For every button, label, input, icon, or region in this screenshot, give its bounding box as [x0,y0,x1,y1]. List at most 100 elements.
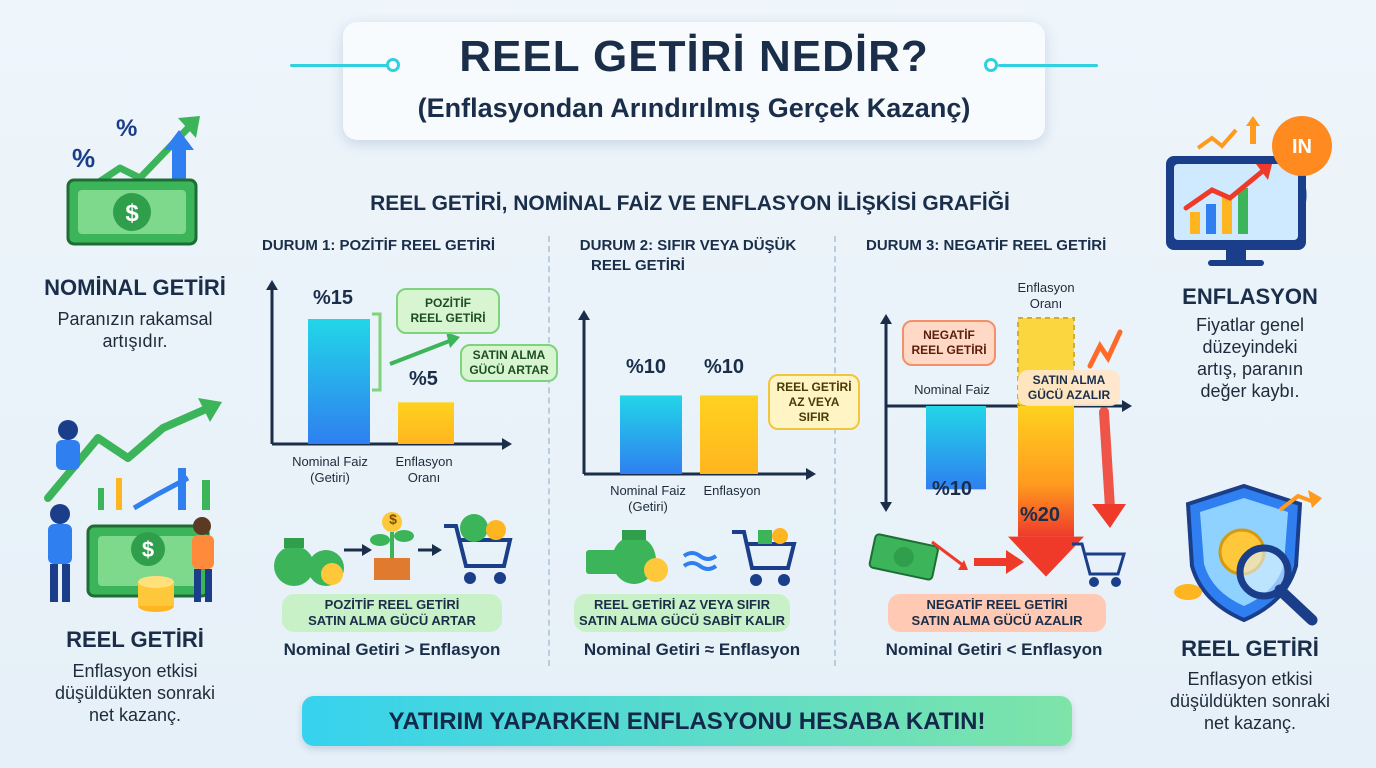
case3-callout-power-line1: SATIN ALMA [1032,373,1106,387]
case3-chart [880,314,1132,577]
case1-callout-power: SATIN ALMA GÜCÜ ARTAR [460,344,558,382]
real-text-left-1: Enflasyon etkisi [72,661,198,681]
dollar-sign-icon: $ [125,200,139,227]
real-text-left-2: düşüldükten sonraki [54,683,216,703]
decor-dot-right [984,58,998,72]
footer-banner-text: YATIRIM YAPARKEN ENFLASYONU HESABA KATIN… [388,708,986,735]
nominal-title: NOMİNAL GETİRİ [44,275,226,300]
divider-1 [548,236,550,666]
inflation-text-4: değer kaybı. [1200,381,1300,401]
case1-value-nominal: %15 [313,287,354,309]
nominal-money-growth-icon [66,116,200,246]
people-growth-chart-icon [44,398,222,612]
case2-money-cart-icons [586,528,797,586]
page-title: REEL GETİRİ NEDİR? [459,32,929,81]
case2-callout-line2: AZ VEYA [788,394,840,409]
case3-banner [888,594,1106,632]
case3-inflation-arrowhead [1008,536,1084,577]
case1-value-inflation: %5 [409,368,438,390]
case3-label-nominal: Nominal Faiz [914,382,990,397]
nominal-text-2: artışıdır. [102,331,168,351]
case1-xlabel-nominal-line1: Nominal Faiz [292,454,368,469]
case3-label-inflation: Enflasyon Oranı [1000,280,1092,312]
case2-value-inflation: %10 [704,356,745,378]
decor-line-right [998,64,1098,67]
case3-money-cart-icons [868,533,1127,587]
real-title-right: REEL GETİRİ [1181,636,1319,661]
case3-callout-negative-line2: REEL GETİRİ [911,343,987,357]
percent-icon-2: % [116,115,138,142]
case1-xlabel-inflation: Enflasyon Oranı [378,454,470,486]
case2-title-line2: REEL GETİRİ [591,257,685,274]
title-card [343,22,1045,140]
case3-bar-nominal [926,406,986,490]
decor-dot-left [386,58,400,72]
case2-bar-nominal [620,395,682,474]
case3-value-nominal: %10 [932,478,973,500]
case3-label-inflation-line1: Enflasyon [1017,280,1075,295]
case1-banner [282,594,502,632]
case1-banner-line1: POZİTİF REEL GETİRİ [324,597,460,612]
case3-bar-inflation [1018,406,1074,537]
nominal-text-1: Paranızın rakamsal [57,309,213,329]
real-text-right-3: net kazanç. [1203,713,1297,733]
real-text-right-1: Enflasyon etkisi [1187,669,1313,689]
shield-magnifier-icon [1174,483,1322,626]
case2-value-nominal: %10 [626,356,667,378]
case2-banner-line2: SATIN ALMA GÜCÜ SABİT KALIR [578,613,786,628]
case1-xlabel-inflation-line1: Enflasyon [395,454,453,469]
case1-coin-sign: $ [389,511,397,527]
case1-bar-nominal [308,319,370,444]
case3-callout-negative-line1: NEGATİF [923,328,975,342]
inflation-text-2: düzeyindeki [1202,337,1298,357]
case1-callout-positive-line2: REEL GETİRİ [410,311,486,325]
case2-callout: REEL GETİRİ AZ VEYA SIFIR [768,374,860,430]
footer-banner [302,696,1072,746]
case2-formula: Nominal Getiri ≈ Enflasyon [583,640,801,659]
case2-xlabel-nominal-line2: (Getiri) [628,499,668,514]
case3-banner-line2: SATIN ALMA GÜCÜ AZALIR [911,613,1083,628]
case1-chart [266,280,512,450]
dollar-sign-icon-2: $ [141,537,155,562]
case3-banner-line1: NEGATİF REEL GETİRİ [926,597,1068,612]
percent-icon: % [72,143,96,173]
case1-xlabel-nominal-line2: (Getiri) [310,470,350,485]
case1-formula: Nominal Getiri > Enflasyon [283,640,501,659]
case1-callout-power-line1: SATIN ALMA [472,348,546,362]
case2-title-line1: DURUM 2: SIFIR VEYA DÜŞÜK [579,237,797,254]
case2-xlabel-nominal-line1: Nominal Faiz [610,483,686,498]
case1-callout-positive-line1: POZİTİF [425,296,471,310]
case1-banner-line2: SATIN ALMA GÜCÜ ARTAR [308,613,476,628]
real-text-left-3: net kazanç. [88,705,182,725]
case2-chart [578,310,816,480]
case3-callout-power-line2: GÜCÜ AZALIR [1027,388,1111,402]
case2-callout-line1: REEL GETİRİ [776,379,852,394]
case1-bar-inflation [398,402,454,444]
real-title-left: REEL GETİRİ [66,627,204,652]
chart-title: REEL GETİRİ, NOMİNAL FAİZ VE ENFLASYON İ… [370,192,1010,215]
case2-callout-line3: SIFIR [798,409,830,424]
case3-callout-negative: NEGATİF REEL GETİRİ [902,320,996,366]
case2-xlabel-inflation: Enflasyon [703,483,761,498]
case3-value-inflation: %20 [1020,504,1061,526]
page-subtitle: (Enflasyondan Arındırılmış Gerçek Kazanç… [417,93,971,123]
case2-banner [574,594,790,632]
case1-callout-power-line2: GÜCÜ ARTAR [469,363,549,377]
case3-label-inflation-line2: Oranı [1029,296,1063,311]
decor-line-left [290,64,390,67]
case1-xlabel-inflation-line2: Oranı [407,470,441,485]
inflation-title: ENFLASYON [1182,284,1318,309]
monitor-inflation-chart-icon [1166,116,1332,266]
case1-callout-positive: POZİTİF REEL GETİRİ [396,288,500,334]
case2-banner-line1: REEL GETİRİ AZ VEYA SIFIR [593,597,770,612]
inflation-text-3: artış, paranın [1196,359,1304,379]
case1-xlabel-nominal: Nominal Faiz (Getiri) [280,454,380,486]
case3-title: DURUM 3: NEGATİF REEL GETİRİ [866,237,1107,254]
case2-bar-inflation [700,395,758,474]
divider-2 [834,236,836,666]
inflation-text-1: Fiyatlar genel [1195,315,1305,335]
case2-xlabel-nominal: Nominal Faiz (Getiri) [596,483,700,515]
real-text-right-2: düşüldükten sonraki [1169,691,1331,711]
case3-callout-power: SATIN ALMA GÜCÜ AZALIR [1018,370,1120,406]
case1-title: DURUM 1: POZİTİF REEL GETİRİ [262,237,496,254]
